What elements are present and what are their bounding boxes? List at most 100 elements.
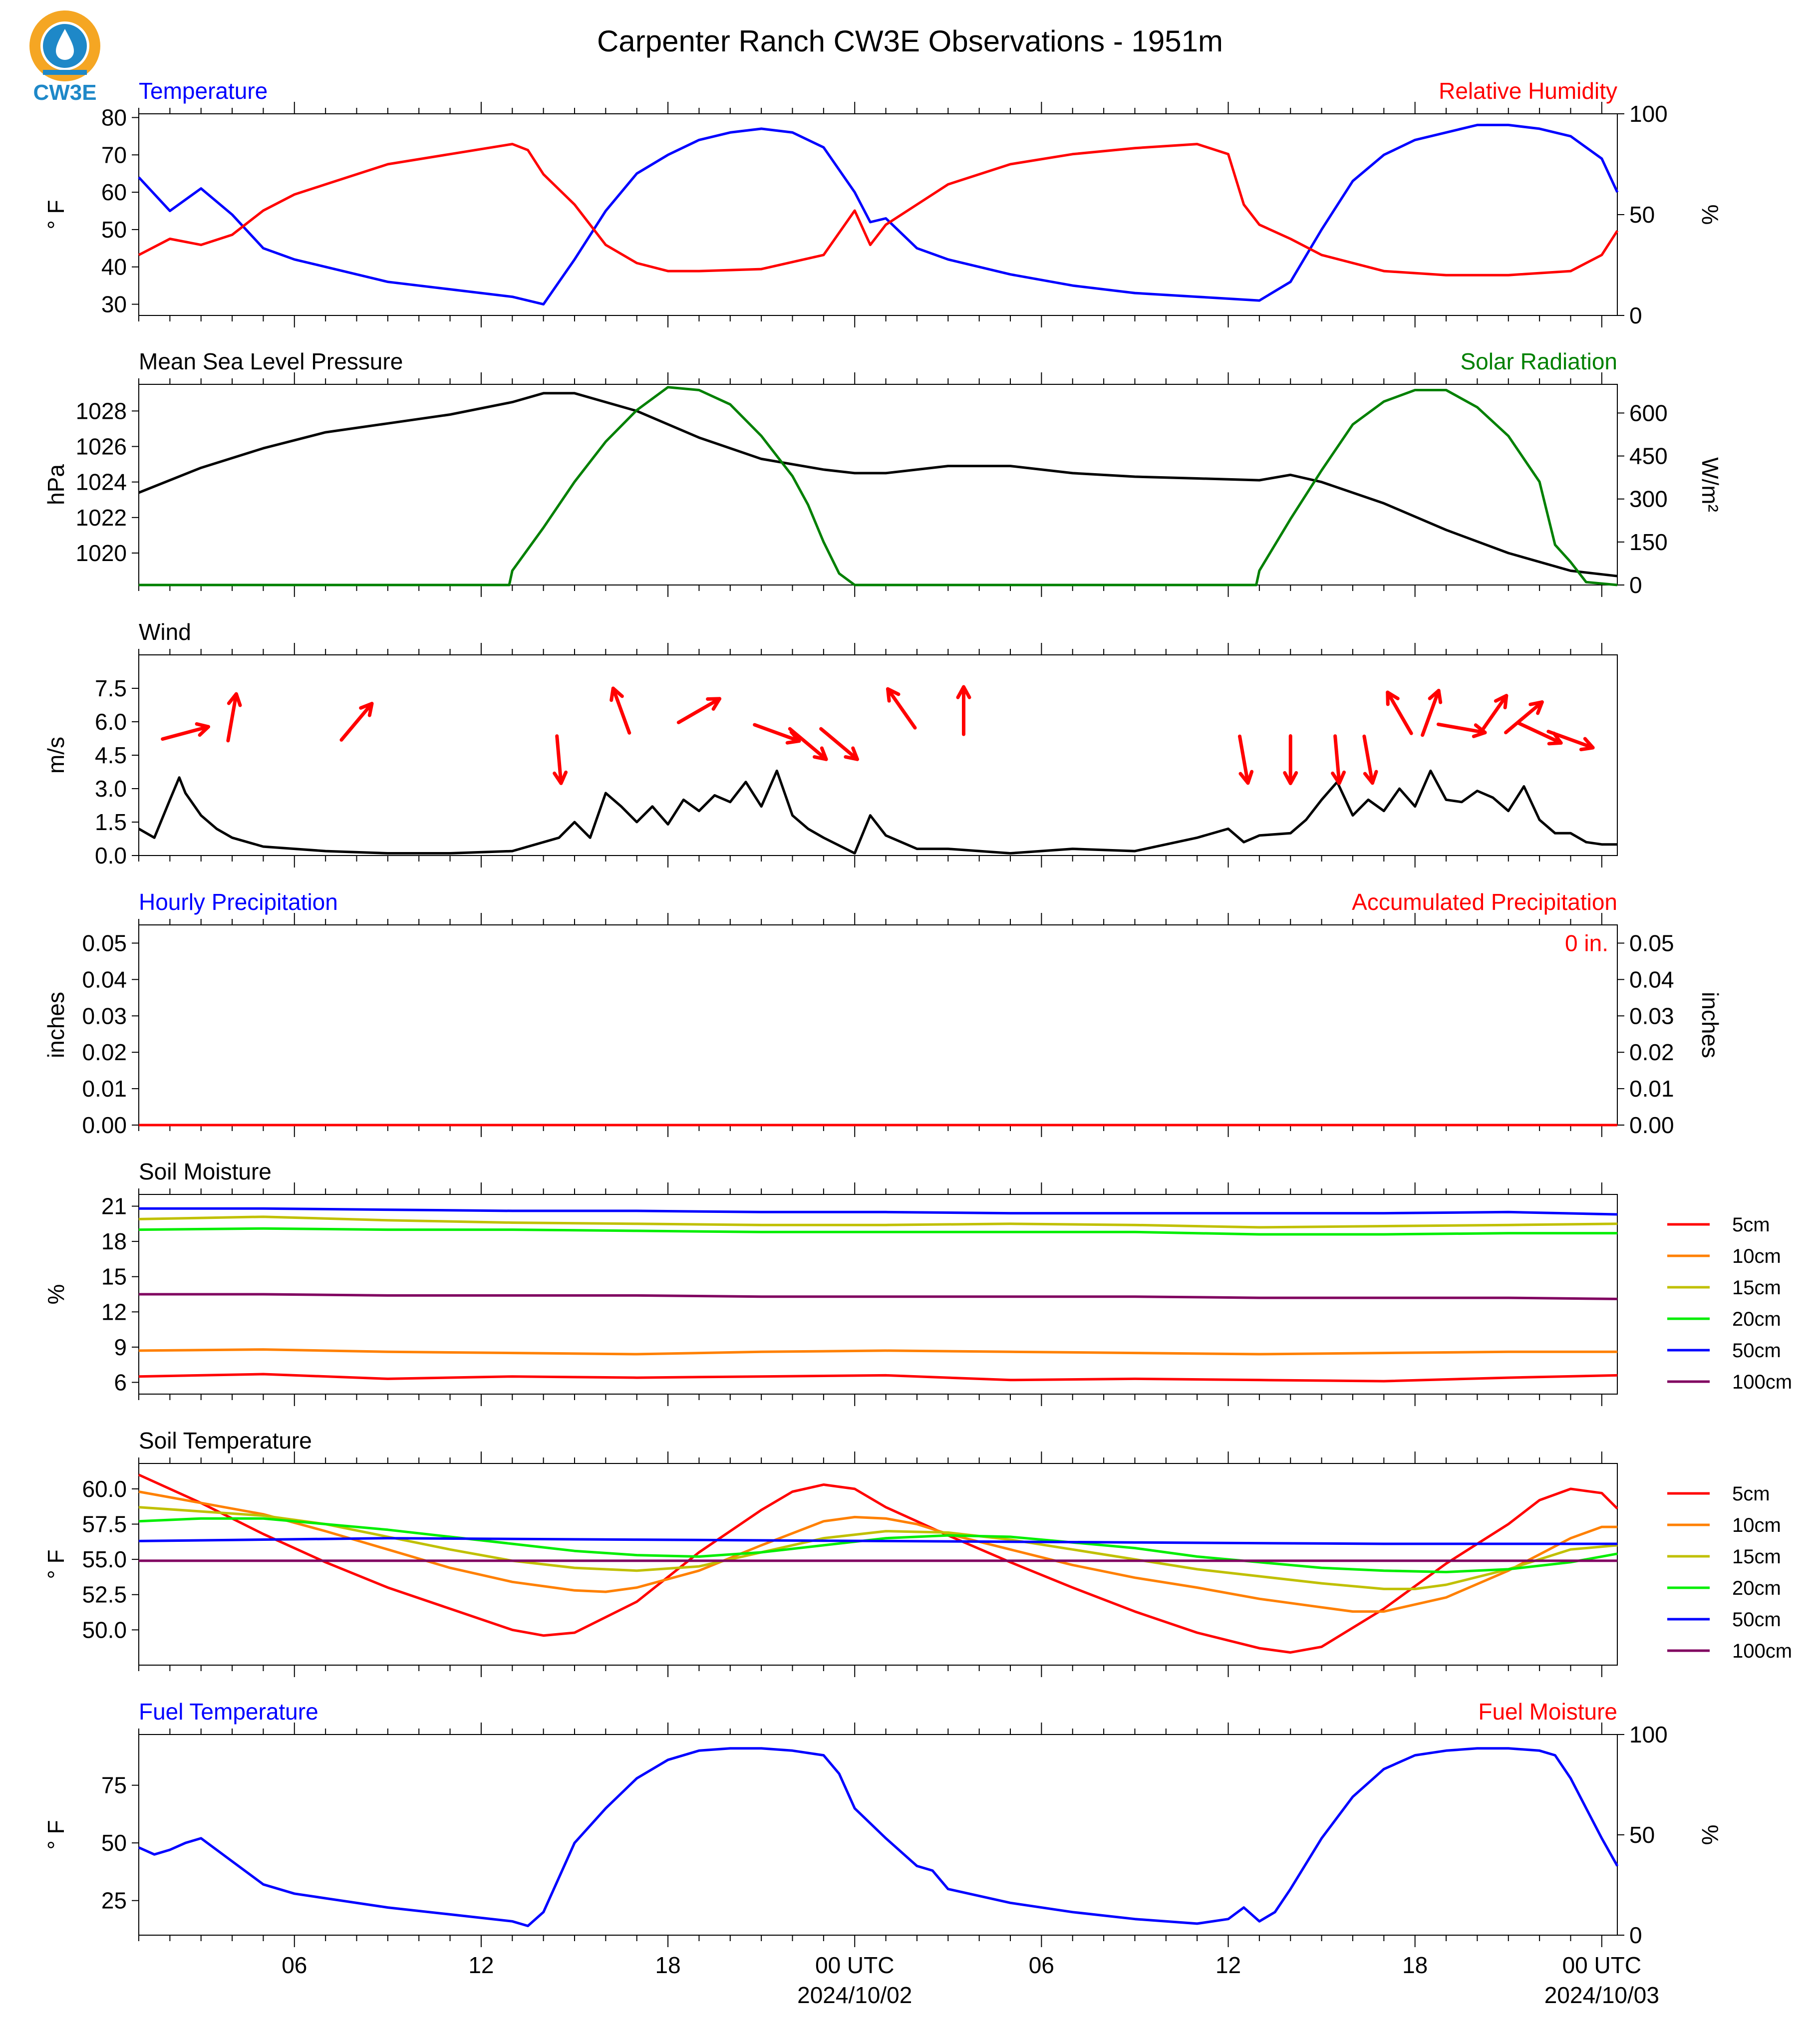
- y-axis-left: 25 50 75 ° F: [43, 1772, 139, 1914]
- y-tick-label: 75: [101, 1772, 127, 1798]
- wind-arrow-shaft: [1362, 734, 1374, 785]
- x-tick-label: 00 UTC: [815, 1952, 894, 1978]
- legend-label: 10cm: [1732, 1514, 1781, 1536]
- wind-arrow: [753, 723, 801, 745]
- x-axis: [138, 102, 1602, 327]
- y-tick-label: 6.0: [95, 709, 127, 735]
- wind-arrow: [609, 686, 631, 735]
- series-line-wind: [138, 769, 1617, 855]
- y-tick-label: 50.0: [82, 1617, 127, 1643]
- plot-frame: [138, 113, 1618, 316]
- panel-title-left: Temperature: [139, 78, 268, 104]
- y-tick-label: 30: [101, 291, 127, 317]
- y-tick-label: 0.00: [82, 1112, 127, 1138]
- series-line-100cm: [139, 1293, 1618, 1300]
- y-tick-label-right: 0: [1629, 302, 1642, 328]
- y-axis-left: 0.00 0.01 0.02 0.03 0.04 0.05 inches: [43, 930, 139, 1138]
- y-tick-label: 70: [101, 142, 127, 168]
- y-tick-label-right: 0.00: [1629, 1112, 1674, 1138]
- wind-arrow: [676, 697, 722, 724]
- y-tick-label: 52.5: [82, 1582, 127, 1608]
- panel-title-left: Hourly Precipitation: [139, 889, 338, 915]
- figure-title: Carpenter Ranch CW3E Observations - 1951…: [597, 24, 1223, 58]
- wind-arrow: [1421, 688, 1443, 737]
- plot-frame: [138, 924, 1618, 1126]
- wind-arrow-shaft: [1333, 734, 1341, 785]
- x-tick-date-label: 2024/10/02: [797, 1982, 912, 2008]
- wind-arrow: [553, 734, 568, 785]
- wind-arrow-head: [1386, 690, 1400, 706]
- series-line-15cm: [138, 1215, 1618, 1229]
- x-axis: [138, 643, 1602, 868]
- y-tick-label: 57.5: [82, 1511, 127, 1537]
- y-tick-label: 0.0: [95, 843, 127, 869]
- y-tick-label: 25: [101, 1888, 127, 1914]
- y-tick-label: 1028: [76, 398, 127, 424]
- wind-arrow-shaft: [1504, 700, 1544, 735]
- series-group: [138, 1473, 1618, 1654]
- wind-arrow-shaft: [788, 727, 828, 761]
- wind-arrow: [956, 685, 971, 736]
- y-tick-label: 0.03: [82, 1003, 127, 1029]
- x-axis: [138, 1182, 1602, 1406]
- y-tick-label: 1.5: [95, 809, 127, 835]
- panel-wind: 0.0 1.5 3.0 4.5 6.0 7.5 m/s Wind: [43, 619, 1618, 869]
- wind-arrow-shaft: [161, 725, 210, 741]
- panel-temp_rh: 30 40 50 60 70 80 ° F 0 50 100% Temperature Relativ…: [43, 78, 1723, 328]
- panel-title-right: Solar Radiation: [1460, 348, 1617, 374]
- y-axis-label: m/s: [43, 737, 69, 774]
- y-axis-label: ° F: [43, 1820, 69, 1849]
- wind-arrow-shaft: [819, 727, 859, 761]
- wind-arrow: [788, 727, 828, 761]
- panel-pressure_solar: 1020 1022 1024 1026 1028 hPa 0 150 300 450 600 W/m²…: [43, 348, 1723, 598]
- y-axis-left: 30 40 50 60 70 80 ° F: [43, 104, 139, 317]
- legend-label: 100cm: [1732, 1371, 1792, 1393]
- wind-arrow: [1237, 734, 1254, 785]
- wind-arrow-shaft: [753, 723, 801, 743]
- logo-ring: [29, 10, 100, 81]
- panel-precip: 0.000.010.020.030.040.05inches0.000.010.…: [43, 889, 1723, 1138]
- y-tick-label: 6: [114, 1369, 127, 1395]
- y-tick-label-right: 150: [1629, 529, 1668, 555]
- y-tick-label: 12: [101, 1299, 127, 1325]
- series-line-50cm: [138, 1537, 1617, 1545]
- wind-arrow-head: [1547, 731, 1563, 746]
- y-tick-label: 1026: [76, 434, 127, 460]
- x-tick-label: 18: [1402, 1952, 1428, 1978]
- series-line-10cm: [138, 1348, 1617, 1356]
- wind-arrow: [1362, 734, 1378, 785]
- y-axis-left: 50.0 52.5 55.0 57.5 60.0 ° F: [43, 1476, 139, 1643]
- x-tick-label: 12: [1215, 1952, 1241, 1978]
- y-tick-label-right: 0.02: [1629, 1039, 1674, 1065]
- wind-arrow-head: [1283, 771, 1298, 785]
- legend-label: 100cm: [1732, 1640, 1792, 1662]
- x-tick-label: 00 UTC: [1562, 1952, 1641, 1978]
- wind-arrow: [226, 692, 242, 743]
- x-tick-date-label: 2024/10/03: [1544, 1982, 1659, 2008]
- series-line-mean-sea-level-pressure: [138, 392, 1618, 578]
- legend-label: 20cm: [1732, 1577, 1781, 1599]
- x-tick-label: 12: [468, 1952, 494, 1978]
- wind-arrow: [819, 727, 859, 761]
- x-tick-label: 18: [655, 1952, 680, 1978]
- y-axis-label: %: [43, 1284, 69, 1305]
- y-axis-label: hPa: [43, 464, 69, 505]
- wind-arrow-shaft: [886, 687, 917, 730]
- series-line-10cm: [138, 1490, 1617, 1613]
- wind-arrow: [1386, 690, 1413, 735]
- series-line-50cm: [139, 1207, 1618, 1216]
- wind-arrow-shaft: [1516, 721, 1563, 745]
- wind-arrow-shaft: [676, 697, 722, 724]
- y-tick-label-right: 0: [1629, 572, 1642, 598]
- y-tick-label: 1024: [76, 469, 127, 495]
- wind-arrow: [1436, 722, 1487, 738]
- y-tick-label-right: 0.03: [1629, 1003, 1674, 1029]
- wind-arrow: [1504, 700, 1544, 735]
- panel-title-right: Accumulated Precipitation: [1352, 889, 1617, 915]
- y-axis-left: 1020 1022 1024 1026 1028 hPa: [43, 398, 139, 566]
- legend-label: 20cm: [1732, 1308, 1781, 1330]
- wind-arrow-shaft: [1237, 734, 1250, 785]
- y-tick-label: 40: [101, 254, 127, 280]
